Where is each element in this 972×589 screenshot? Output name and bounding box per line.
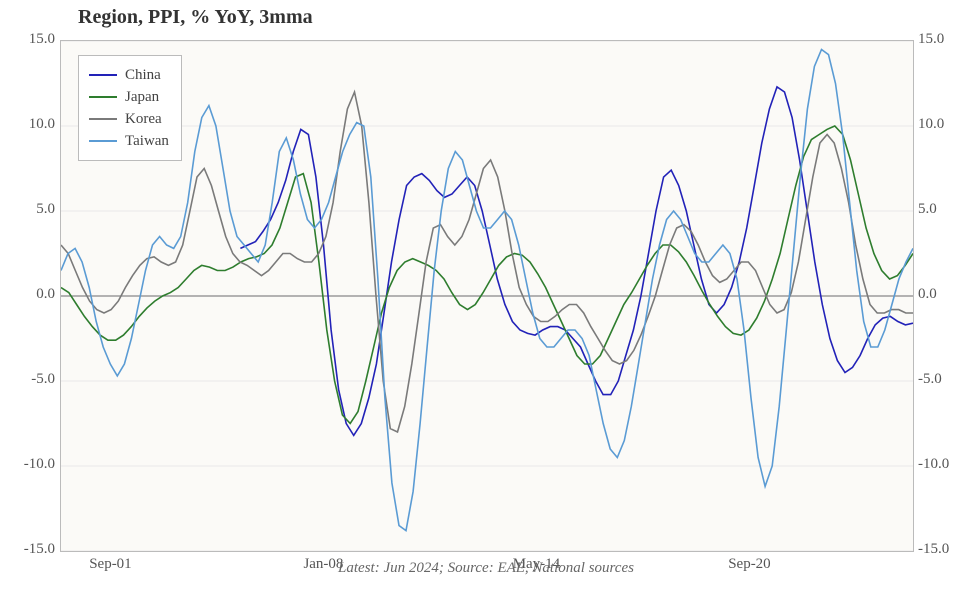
- y-tick-label-right: 15.0: [918, 31, 968, 48]
- y-tick-label-right: 5.0: [918, 201, 968, 218]
- y-tick-label-left: 15.0: [5, 31, 55, 48]
- y-tick-label-left: -10.0: [5, 456, 55, 473]
- y-tick-label-right: 0.0: [918, 286, 968, 303]
- legend-label: Taiwan: [125, 133, 169, 150]
- legend-swatch: [89, 140, 117, 142]
- legend-swatch: [89, 96, 117, 98]
- series-line-japan: [61, 126, 913, 424]
- legend-item: Japan: [89, 86, 169, 108]
- chart-container: Region, PPI, % YoY, 3mma China Japan Korea…: [0, 0, 972, 589]
- y-tick-label-left: 5.0: [5, 201, 55, 218]
- legend-item: China: [89, 64, 169, 86]
- y-tick-label-right: 10.0: [918, 116, 968, 133]
- y-tick-label-left: 0.0: [5, 286, 55, 303]
- legend-label: Korea: [125, 111, 162, 128]
- chart-footer: Latest: Jun 2024; Source: EAE, National …: [0, 560, 972, 577]
- y-tick-label-right: -15.0: [918, 541, 968, 558]
- plot-svg: [61, 41, 913, 551]
- plot-area: [60, 40, 914, 552]
- legend-swatch: [89, 74, 117, 76]
- legend-swatch: [89, 118, 117, 120]
- y-tick-label-left: -15.0: [5, 541, 55, 558]
- chart-title: Region, PPI, % YoY, 3mma: [78, 6, 313, 29]
- legend: China Japan Korea Taiwan: [78, 55, 182, 161]
- series-line-taiwan: [61, 50, 913, 531]
- y-tick-label-right: -10.0: [918, 456, 968, 473]
- legend-label: China: [125, 67, 161, 84]
- legend-item: Korea: [89, 108, 169, 130]
- legend-label: Japan: [125, 89, 159, 106]
- y-tick-label-right: -5.0: [918, 371, 968, 388]
- y-tick-label-left: -5.0: [5, 371, 55, 388]
- legend-item: Taiwan: [89, 130, 169, 152]
- y-tick-label-left: 10.0: [5, 116, 55, 133]
